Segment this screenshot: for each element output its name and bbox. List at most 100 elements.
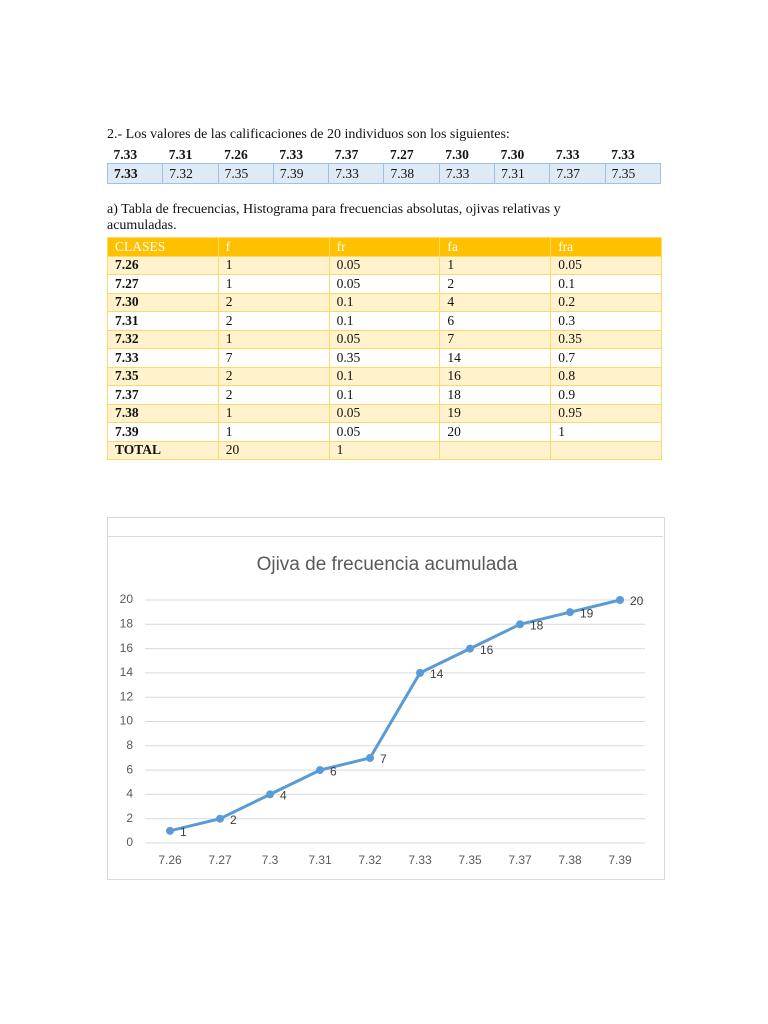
table-cell: 1 <box>217 255 330 275</box>
y-tick-label: 6 <box>126 762 133 776</box>
data-label: 2 <box>230 813 237 827</box>
part-a-text: a) Tabla de frecuencias, Histograma para… <box>107 202 561 233</box>
x-tick-label: 7.27 <box>208 853 232 867</box>
total-cell <box>439 440 552 460</box>
y-tick-label: 14 <box>120 665 134 679</box>
data-label: 4 <box>280 789 287 803</box>
total-cell: 1 <box>328 440 441 460</box>
chart-frame <box>107 517 665 880</box>
y-tick-label: 12 <box>120 689 134 703</box>
x-tick-label: 7.26 <box>158 853 182 867</box>
table-cell: 7 <box>439 329 552 349</box>
point <box>316 766 324 775</box>
grade-cell: 7.27 <box>389 146 414 162</box>
y-tick-label: 8 <box>126 738 133 752</box>
data-label: 18 <box>530 618 544 632</box>
point <box>166 826 174 835</box>
grade-cell: 7.32 <box>162 163 219 184</box>
y-tick-label: 10 <box>120 714 134 728</box>
table-cell: 0.95 <box>550 403 662 423</box>
x-tick-label: 7.38 <box>558 853 582 867</box>
table-row: 7.33 7 0.35 14 0.7 <box>107 348 662 368</box>
table-row: 7.37 2 0.1 18 0.9 <box>107 385 662 405</box>
grade-cell: 7.37 <box>549 163 606 184</box>
table-cell: 0.8 <box>550 366 662 386</box>
table-cell: 0.05 <box>328 255 441 275</box>
statement: 2.- Los valores de las calificaciones de… <box>107 127 510 142</box>
table-cell: 7.30 <box>107 292 219 312</box>
point <box>366 753 374 762</box>
point <box>516 620 524 629</box>
grade-cell: 7.31 <box>494 163 551 184</box>
grade-cell: 7.33 <box>611 146 635 162</box>
grade-cell: 7.31 <box>168 146 193 162</box>
table-cell: 7.35 <box>107 366 219 386</box>
total-cell: TOTAL <box>107 440 219 460</box>
point <box>216 814 224 823</box>
header-cell: fr <box>328 237 441 257</box>
grade-cell: 7.33 <box>328 163 385 184</box>
grades-table: 7.33 7.31 7.26 7.33 7.37 7.27 7.30 7.30 7.33 7.33… <box>106 146 662 184</box>
y-tick-label: 0 <box>126 835 133 849</box>
grade-cell: 7.38 <box>383 163 440 184</box>
grade-cell: 7.39 <box>272 163 330 184</box>
grade-cell: 7.33 <box>555 146 580 162</box>
header-cell: CLASES <box>107 237 219 257</box>
table-cell: 0.1 <box>328 292 441 312</box>
point <box>466 644 474 653</box>
point <box>416 668 424 677</box>
point <box>616 596 624 604</box>
header-cell: fra <box>550 237 662 257</box>
table-cell: 0.35 <box>550 329 662 349</box>
x-tick-label: 7.37 <box>508 853 532 867</box>
total-cell <box>550 440 662 460</box>
data-label: 20 <box>630 594 644 608</box>
y-tick-label: 16 <box>120 641 134 655</box>
x-tick-label: 7.3 <box>262 853 279 867</box>
chart-title: Ojiva de frecuencia acumulada <box>257 554 518 575</box>
table-cell: 7.32 <box>107 329 219 349</box>
grade-cell: 7.33 <box>438 163 496 184</box>
grade-cell: 7.30 <box>445 146 469 162</box>
grade-cell: 7.30 <box>500 146 525 162</box>
point <box>266 790 274 799</box>
header-row: CLASES f fr fa fra <box>107 237 662 257</box>
y-tick-label: 18 <box>120 616 134 630</box>
grade-cell: 7.33 <box>113 146 138 162</box>
total-cell: 20 <box>217 440 330 460</box>
table-cell: 0.05 <box>328 403 441 423</box>
table-row: 7.35 2 0.1 16 0.8 <box>107 366 662 386</box>
total-row: TOTAL 20 1 <box>107 440 662 460</box>
x-tick-label: 7.32 <box>358 853 382 867</box>
x-tick-label: 7.35 <box>458 853 482 867</box>
chart-frame-band <box>108 518 663 537</box>
table-row: 7.39 1 0.05 20 1 <box>107 422 662 442</box>
header-cell: f <box>217 237 330 257</box>
grades-row: 7.33 7.31 7.26 7.33 7.37 7.27 7.30 7.30 7.33 7.33 <box>108 146 661 164</box>
data-label: 14 <box>430 667 444 681</box>
data-label: 6 <box>330 764 337 778</box>
table-row: 7.32 1 0.05 7 0.35 <box>107 329 662 349</box>
table-cell: 1 <box>217 403 330 423</box>
x-tick-label: 7.31 <box>308 853 332 867</box>
frequency-table: CLASES f fr fa fra 7.26 1 0.05 1 0.05 7.27 1 0.05 2 0.… <box>107 237 662 460</box>
data-label: 1 <box>180 825 187 839</box>
grade-cell: 7.33 <box>279 146 304 162</box>
grade-cell: 7.26 <box>224 146 248 162</box>
grade-cell: 7.37 <box>334 146 359 162</box>
table-cell: 7.37 <box>107 385 219 405</box>
y-tick-label: 4 <box>126 787 133 801</box>
point <box>566 608 574 617</box>
x-tick-label: 7.39 <box>608 853 632 867</box>
table-cell: 0.1 <box>328 385 441 405</box>
data-label: 19 <box>580 606 594 620</box>
data-label: 7 <box>380 752 387 766</box>
y-tick-label: 20 <box>120 592 134 606</box>
x-tick-label: 7.33 <box>408 853 432 867</box>
table-cell: 2 <box>217 366 330 386</box>
table-cell: 16 <box>439 366 552 386</box>
grades-row: 7.33 7.32 7.35 7.39 7.33 7.38 7.33 7.31 7.37 7.35 <box>106 163 662 184</box>
